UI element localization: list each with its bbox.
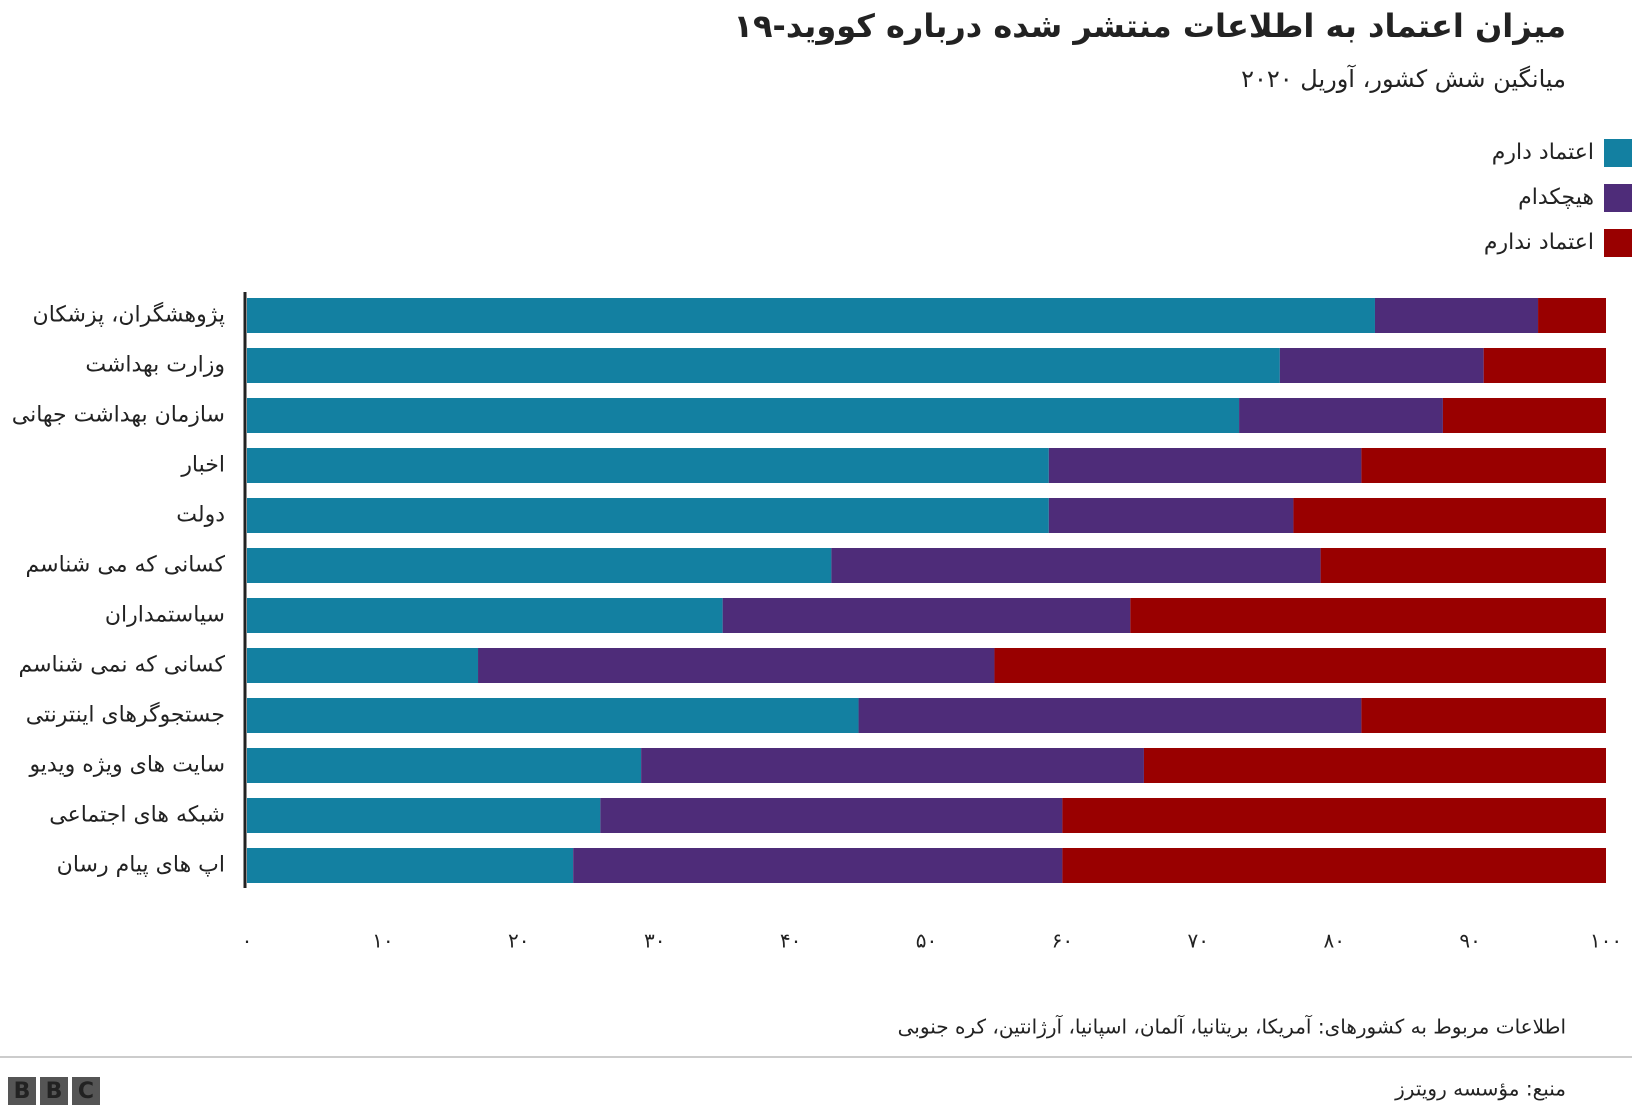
- bar-segment: [1062, 798, 1606, 833]
- bar-segment: [722, 598, 1131, 633]
- bar-segment: [1239, 398, 1443, 433]
- bar-segment: [1048, 498, 1294, 533]
- x-tick-label: ۷۰: [1188, 929, 1209, 953]
- bar-segment: [1048, 448, 1362, 483]
- bar-segment: [247, 798, 601, 833]
- y-tick-label: دولت: [176, 503, 225, 528]
- logo-letter: C: [78, 1079, 94, 1104]
- x-tick-label: ۳۰: [644, 929, 665, 953]
- bar-segment: [247, 548, 832, 583]
- bar-segment: [247, 398, 1240, 433]
- x-tick-label: ۵۰: [916, 929, 937, 953]
- logo-letter: B: [14, 1079, 31, 1104]
- bar-segment: [858, 698, 1362, 733]
- y-tick-label: شبکه های اجتماعی: [49, 803, 225, 828]
- bar-segment: [831, 548, 1321, 583]
- bar-segment: [641, 748, 1144, 783]
- y-tick-label: سیاستمداران: [105, 603, 225, 628]
- bar-segment: [1062, 848, 1606, 883]
- bar-segment: [1143, 748, 1606, 783]
- bar-segment: [994, 648, 1606, 683]
- legend-label: هیچکدام: [1518, 185, 1594, 210]
- bar-segment: [247, 598, 723, 633]
- y-tick-label: اپ های پیام رسان: [57, 853, 225, 878]
- y-tick-label: وزارت بهداشت: [85, 353, 225, 378]
- y-tick-label: سایت های ویژه ویدیو: [28, 753, 225, 778]
- bar-segment: [247, 748, 642, 783]
- x-tick-label: ۱۰: [372, 929, 393, 953]
- bar-segment: [247, 698, 859, 733]
- bar-segment: [247, 348, 1280, 383]
- x-tick-label: ۶۰: [1052, 929, 1073, 953]
- bar-segment: [478, 648, 995, 683]
- bar-segment: [247, 448, 1049, 483]
- legend-label: اعتماد ندارم: [1484, 230, 1594, 255]
- bar-segment: [1361, 448, 1606, 483]
- bar-segment: [247, 648, 479, 683]
- y-tick-label: پژوهشگران، پزشکان: [33, 302, 225, 328]
- legend-label: اعتماد دارم: [1492, 140, 1594, 165]
- legend-swatch: [1604, 139, 1632, 167]
- logo-letter: B: [46, 1079, 63, 1104]
- y-tick-label: جستجوگرهای اینترنتی: [26, 702, 225, 728]
- y-tick-label: سازمان بهداشت جهانی: [12, 403, 225, 428]
- source: منبع: مؤسسه رویترز: [1394, 1077, 1566, 1101]
- chart-subtitle: میانگین شش کشور، آوریل ۲۰۲۰: [1241, 64, 1566, 93]
- x-tick-label: ۴۰: [780, 929, 801, 953]
- bar-segment: [1279, 348, 1484, 383]
- bar-segment: [1293, 498, 1606, 533]
- x-tick-label: ۹۰: [1459, 929, 1480, 953]
- x-tick-label: ۸۰: [1323, 929, 1344, 953]
- note: اطلاعات مربوط به کشورهای: آمریکا، بریتان…: [898, 1014, 1566, 1040]
- x-tick-label: ۱۰۰: [1590, 929, 1622, 953]
- logo: [8, 1077, 100, 1105]
- bar-segment: [1538, 298, 1606, 333]
- bar-segment: [1374, 298, 1539, 333]
- x-tick-label: ۰: [242, 929, 253, 953]
- bar-segment: [247, 498, 1049, 533]
- bar-segment: [1442, 398, 1606, 433]
- bar-segment: [1361, 698, 1606, 733]
- y-tick-label: کسانی که می شناسم: [26, 553, 226, 578]
- legend-swatch: [1604, 184, 1632, 212]
- bar-segment: [573, 848, 1063, 883]
- y-tick-label: کسانی که نمی شناسم: [18, 653, 225, 678]
- legend-swatch: [1604, 229, 1632, 257]
- bar-segment: [600, 798, 1063, 833]
- chart-title: میزان اعتماد به اطلاعات منتشر شده درباره…: [733, 7, 1566, 45]
- y-tick-label: اخبار: [180, 453, 225, 478]
- bar-segment: [1130, 598, 1606, 633]
- x-tick-label: ۲۰: [508, 929, 529, 953]
- bar-segment: [1320, 548, 1606, 583]
- bar-segment: [1483, 348, 1606, 383]
- bar-segment: [247, 298, 1375, 333]
- bar-segment: [247, 848, 574, 883]
